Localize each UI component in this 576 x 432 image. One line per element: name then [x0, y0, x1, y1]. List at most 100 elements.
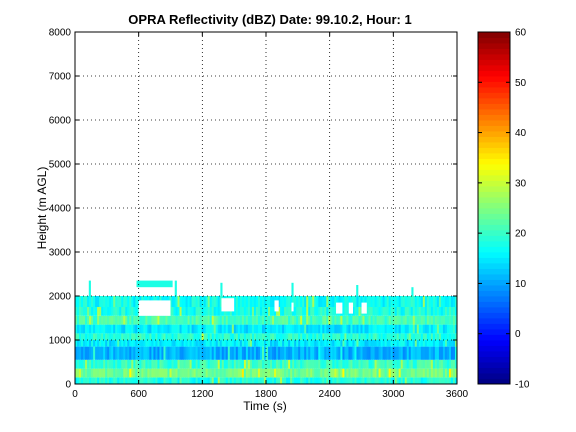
heatmap-cell: [217, 296, 221, 307]
heatmap-cell: [161, 359, 164, 369]
heatmap-cell: [135, 307, 138, 316]
colorbar-segment: [478, 158, 510, 165]
heatmap-cell: [404, 307, 408, 316]
heatmap-cell: [243, 346, 247, 360]
heatmap-cell: [175, 368, 178, 378]
heatmap-cell: [448, 315, 452, 325]
heatmap-cell: [342, 377, 345, 384]
heatmap-cell: [81, 333, 84, 340]
heatmap-cell: [364, 346, 367, 360]
heatmap-cell: [215, 324, 219, 334]
heatmap-cell: [125, 340, 128, 347]
heatmap-cell: [245, 340, 249, 347]
heatmap-cell: [81, 377, 84, 384]
heatmap-cell: [300, 377, 303, 384]
heatmap-cell: [316, 315, 319, 325]
heatmap-cell: [159, 333, 162, 340]
heatmap-cell: [125, 315, 128, 325]
x-tick-label: 3000: [382, 389, 405, 400]
heatmap-cell: [113, 368, 116, 378]
heatmap-cell: [223, 368, 227, 378]
heatmap-cell: [420, 333, 424, 340]
heatmap-cell: [97, 359, 100, 369]
heatmap-cell: [432, 359, 436, 369]
heatmap-cell: [259, 359, 263, 369]
heatmap-cell: [436, 359, 440, 369]
heatmap-cell: [320, 296, 323, 307]
heatmap-cell: [183, 333, 186, 340]
colorbar-segment: [478, 378, 510, 385]
heatmap-cell: [201, 296, 205, 307]
heatmap-cell: [175, 333, 178, 340]
heatmap-cell: [189, 315, 193, 325]
heatmap-cell: [223, 333, 227, 340]
heatmap-cell: [356, 346, 359, 360]
heatmap-cell: [344, 377, 347, 384]
heatmap-cell: [378, 359, 381, 369]
heatmap-cell: [302, 333, 305, 340]
heatmap-cell: [390, 368, 394, 378]
heatmap-cell: [316, 324, 319, 334]
heatmap-cell: [173, 333, 176, 340]
heatmap-cell: [332, 307, 335, 316]
heatmap-cell: [326, 315, 329, 325]
heatmap-cell: [266, 368, 269, 378]
heatmap-cell: [284, 340, 287, 347]
heatmap-cell: [219, 324, 223, 334]
heatmap-cell: [219, 333, 223, 340]
heatmap-cell: [111, 359, 114, 369]
heatmap-cell: [161, 340, 164, 347]
heatmap-cell: [270, 377, 273, 384]
heatmap-cell: [354, 296, 357, 307]
heatmap-cell: [125, 368, 128, 378]
heatmap-cell: [324, 359, 327, 369]
heatmap-cell: [290, 315, 293, 325]
heatmap-cell: [268, 340, 271, 347]
heatmap-cell: [398, 324, 402, 334]
heatmap-cell: [380, 296, 384, 307]
heatmap-cell: [378, 377, 381, 384]
heatmap-cell: [211, 340, 215, 347]
heatmap-cell: [402, 296, 406, 307]
heatmap-cell: [77, 368, 80, 378]
heatmap-cell: [384, 296, 388, 307]
heatmap-cell: [237, 307, 241, 316]
heatmap-cell: [418, 296, 422, 307]
heatmap-cell: [237, 368, 241, 378]
heatmap-cell: [280, 324, 283, 334]
heatmap-cell: [392, 340, 396, 347]
heatmap-cell: [362, 340, 365, 347]
colorbar-segment: [478, 43, 510, 49]
heatmap-cell: [139, 324, 142, 334]
heatmap-cell: [105, 307, 108, 316]
heatmap-cell: [334, 333, 337, 340]
heatmap-cell: [103, 359, 106, 369]
heatmap-cell: [312, 324, 315, 334]
heatmap-cell: [95, 377, 98, 384]
heatmap-cell: [181, 333, 184, 340]
heatmap-cell: [438, 340, 442, 347]
heatmap-cell: [113, 346, 116, 360]
heatmap-cell: [326, 333, 329, 340]
heatmap-cell: [446, 324, 450, 334]
heatmap-cell: [243, 307, 247, 316]
heatmap-cell: [141, 315, 144, 325]
heatmap-cell: [85, 324, 88, 334]
heatmap-cell: [87, 368, 90, 378]
heatmap-cell: [272, 324, 275, 334]
heatmap-cell: [221, 324, 225, 334]
heatmap-cell: [266, 346, 269, 360]
heatmap-cell: [402, 368, 406, 378]
heatmap-cell: [388, 333, 392, 340]
heatmap-cell: [270, 315, 273, 325]
heatmap-cell: [416, 315, 420, 325]
heatmap-cell: [360, 333, 363, 340]
heatmap-cell: [97, 377, 100, 384]
heatmap-cell: [384, 359, 388, 369]
heatmap-cell: [207, 346, 211, 360]
heatmap-cell: [444, 307, 448, 316]
heatmap-cell: [268, 324, 271, 334]
heatmap-cell: [255, 368, 259, 378]
heatmap-cell: [282, 315, 285, 325]
heatmap-cell: [292, 340, 295, 347]
